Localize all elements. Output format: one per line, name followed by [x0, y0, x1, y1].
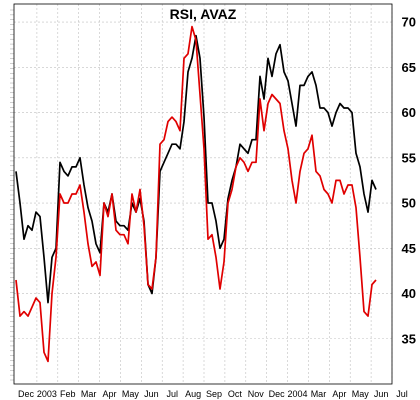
y-tick-label: 50: [402, 196, 416, 211]
x-tick-label: Dec: [18, 389, 35, 399]
x-tick-label: Nov: [248, 389, 265, 399]
x-tick-label: 2003: [37, 389, 57, 399]
plot-frame: [13, 3, 393, 385]
x-tick-label: Jul: [396, 389, 408, 399]
left-scale: [10, 9, 14, 381]
x-tick-label: Jun: [144, 389, 159, 399]
x-tick-labels: Dec 2003 Feb Mar Apr May Jun Jul Aug Sep Oct Nov Dec…: [18, 389, 408, 399]
x-tick-label: Dec: [269, 389, 286, 399]
series-lines: [15, 25, 377, 363]
x-tick-label: Apr: [332, 389, 346, 399]
x-tick-label: Sep: [206, 389, 222, 399]
x-tick-label: Oct: [228, 389, 243, 399]
x-tick-label: Aug: [185, 389, 201, 399]
rsi-series-red: [15, 25, 377, 363]
x-tick-label: Jul: [166, 389, 178, 399]
y-tick-label: 45: [402, 241, 416, 256]
rsi-series-black: [15, 34, 377, 304]
y-tick-label: 35: [402, 331, 416, 346]
y-tick-label: 65: [402, 60, 416, 75]
x-tick-label: 2004: [288, 389, 308, 399]
y-tick-label: 55: [402, 150, 416, 165]
x-tick-label: Apr: [103, 389, 117, 399]
x-tick-label: Mar: [81, 389, 97, 399]
y-tick-labels: 35 40 45 50 55 60 65 70: [402, 15, 416, 347]
x-tick-label: Feb: [60, 389, 76, 399]
x-tick-label: Mar: [311, 389, 327, 399]
y-tick-label: 60: [402, 105, 416, 120]
x-tick-label: May: [122, 389, 140, 399]
y-tick-label: 40: [402, 286, 416, 301]
y-tick-label: 70: [402, 15, 416, 30]
chart-title: RSI, AVAZ: [170, 6, 237, 22]
x-tick-label: Jun: [374, 389, 389, 399]
x-tick-label: May: [352, 389, 370, 399]
